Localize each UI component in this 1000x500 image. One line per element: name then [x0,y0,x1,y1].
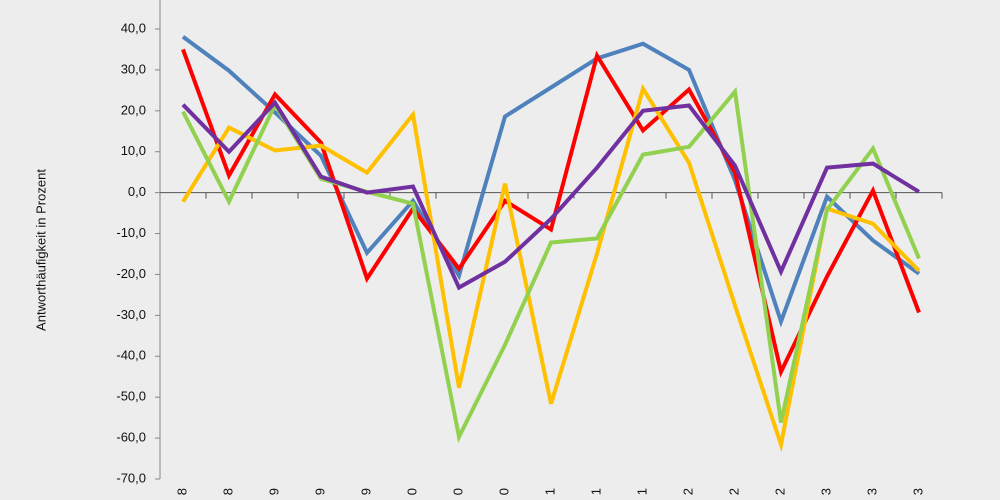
x-tick-label: 1 [588,488,603,495]
y-tick-label: -10,0 [116,225,146,240]
series-line [181,83,921,453]
y-tick-label: 30,0 [121,61,146,76]
x-tick-label: 3 [910,488,925,495]
x-tick-label: 0 [450,488,465,495]
x-tick-label: 9 [312,488,327,495]
x-tick-label: 9 [266,488,281,495]
y-tick-label: -40,0 [116,348,146,363]
y-tick-label: -60,0 [116,430,146,445]
y-tick-label: 0,0 [128,184,146,199]
y-tick-label: -30,0 [116,307,146,322]
series-line [181,99,921,291]
y-tick-label: -20,0 [116,266,146,281]
x-tick-label: 9 [358,488,373,495]
y-axis-label: Antworthäufigkeit in Prozent [33,169,48,331]
x-tick-label: 1 [634,488,649,495]
x-tick-label: 1 [542,488,557,495]
y-tick-label: 10,0 [121,143,146,158]
x-tick-label: 2 [680,488,695,495]
x-tick-label: 8 [220,488,235,495]
y-tick-label: -70,0 [116,470,146,485]
series-line [181,48,921,378]
x-tick-label: 8 [174,488,189,495]
series-line [181,35,921,328]
x-tick-label: 2 [726,488,741,495]
series-line [181,86,921,443]
x-tick-label: 3 [818,488,833,495]
x-tick-label: 3 [864,488,879,495]
y-tick-label: 20,0 [121,102,146,117]
y-tick-label: -50,0 [116,389,146,404]
x-tick-label: 0 [404,488,419,495]
x-tick-label: 2 [772,488,787,495]
x-tick-label: 0 [496,488,511,495]
y-tick-label: 40,0 [121,20,146,35]
